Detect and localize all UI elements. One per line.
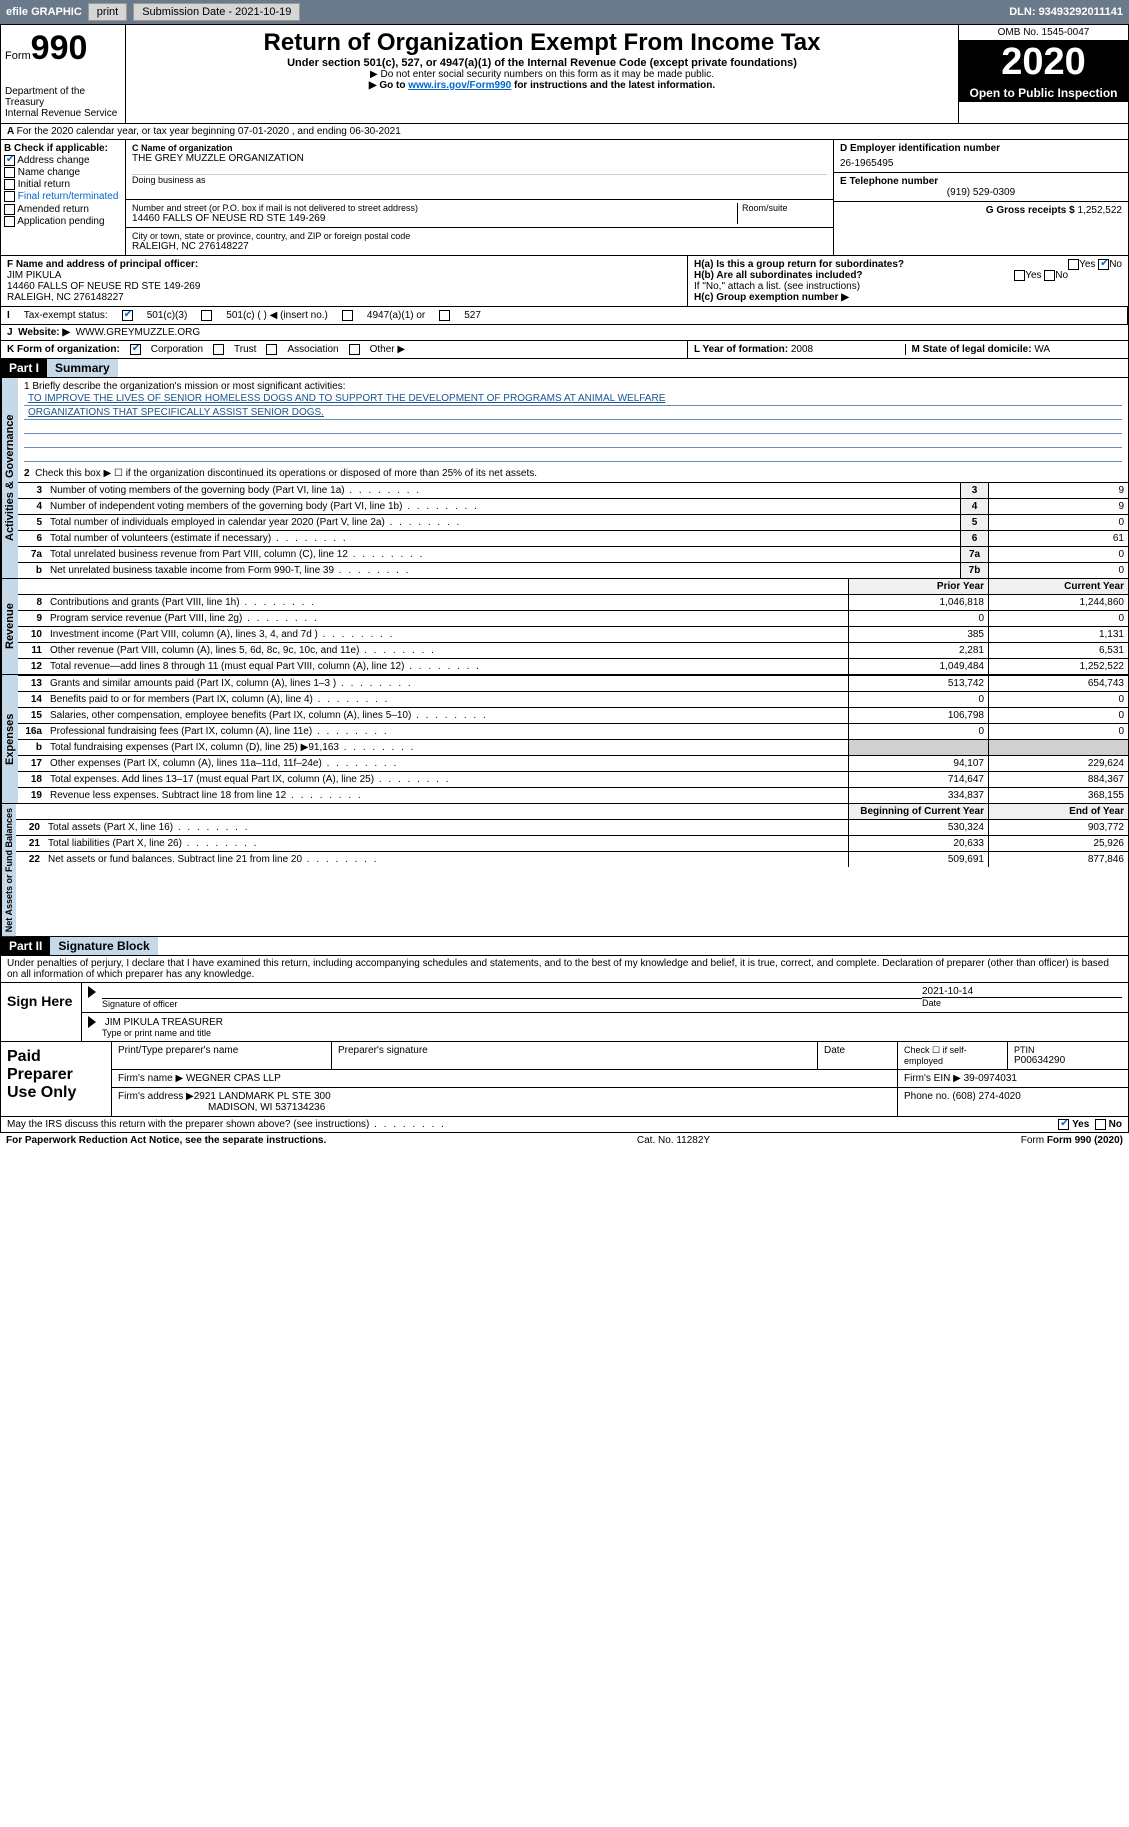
table-row: 13Grants and similar amounts paid (Part … [18,675,1128,691]
table-row: 12Total revenue—add lines 8 through 11 (… [18,658,1128,674]
form-title: Return of Organization Exempt From Incom… [130,29,954,57]
preparer-section: Paid Preparer Use Only Print/Type prepar… [0,1042,1129,1117]
name-change-check[interactable]: Name change [4,167,122,178]
discuss-row: May the IRS discuss this return with the… [0,1117,1129,1133]
form-org-row: K Form of organization: Corporation Trus… [0,341,1129,359]
instructions-link[interactable]: www.irs.gov/Form990 [408,80,511,91]
table-row: 3Number of voting members of the governi… [18,482,1128,498]
efile-label: efile GRAPHIC [6,6,82,18]
form-id-box: Form990 Department of the Treasury Inter… [1,25,126,123]
toolbar: efile GRAPHIC print Submission Date - 20… [0,0,1129,24]
penalty-text: Under penalties of perjury, I declare th… [0,956,1129,983]
table-row: 7aTotal unrelated business revenue from … [18,546,1128,562]
discuss-yes-check[interactable] [1058,1119,1069,1130]
table-row: 6Total number of volunteers (estimate if… [18,530,1128,546]
netassets-section: Net Assets or Fund Balances Beginning of… [0,804,1129,937]
page-footer: For Paperwork Reduction Act Notice, see … [0,1133,1129,1148]
pending-check[interactable]: Application pending [4,216,122,227]
arrow-icon [88,1016,96,1028]
address-cell: Number and street (or P.O. box if mail i… [126,200,833,228]
table-row: 17Other expenses (Part IX, column (A), l… [18,755,1128,771]
table-row: 4Number of independent voting members of… [18,498,1128,514]
governance-section: Activities & Governance 1 Briefly descri… [0,378,1129,579]
table-row: 21Total liabilities (Part X, line 26)20,… [16,835,1128,851]
arrow-icon [88,986,96,998]
dln-label: DLN: 93493292011141 [1009,6,1123,18]
501c-check[interactable] [201,310,212,321]
gross-cell: G Gross receipts $ 1,252,522 [834,202,1128,219]
mission-text: 1 Briefly describe the organization's mi… [18,378,1128,465]
table-row: 18Total expenses. Add lines 13–17 (must … [18,771,1128,787]
table-row: bTotal fundraising expenses (Part IX, co… [18,739,1128,755]
city-cell: City or town, state or province, country… [126,228,833,255]
table-row: 22Net assets or fund balances. Subtract … [16,851,1128,867]
part1-header: Part ISummary [0,359,1129,378]
sign-section: Sign Here Signature of officer 2021-10-1… [0,983,1129,1042]
check-applicable: B Check if applicable: Address change Na… [1,140,126,255]
form-header: Form990 Department of the Treasury Inter… [0,24,1129,124]
ein-cell: D Employer identification number 26-1965… [834,140,1128,173]
table-row: 11Other revenue (Part VIII, column (A), … [18,642,1128,658]
table-row: 15Salaries, other compensation, employee… [18,707,1128,723]
form-title-box: Return of Organization Exempt From Incom… [126,25,958,123]
table-row: 9Program service revenue (Part VIII, lin… [18,610,1128,626]
4947-check[interactable] [342,310,353,321]
table-row: 20Total assets (Part X, line 16)530,3249… [16,819,1128,835]
entity-grid: B Check if applicable: Address change Na… [0,140,1129,256]
discuss-no-check[interactable] [1095,1119,1106,1130]
corp-check[interactable] [130,344,141,355]
expenses-section: Expenses 13Grants and similar amounts pa… [0,675,1129,804]
501c3-check[interactable] [122,310,133,321]
revenue-section: Revenue Prior YearCurrent Year 8Contribu… [0,579,1129,675]
subdate-button[interactable]: Submission Date - 2021-10-19 [133,3,300,21]
addr-change-check[interactable]: Address change [4,155,122,166]
table-row: 8Contributions and grants (Part VIII, li… [18,594,1128,610]
tax-status-row: I Tax-exempt status: 501(c)(3) 501(c) ( … [0,307,1129,325]
table-row: bNet unrelated business taxable income f… [18,562,1128,578]
table-row: 5Total number of individuals employed in… [18,514,1128,530]
org-name-cell: C Name of organization THE GREY MUZZLE O… [126,140,833,200]
officer-cell: F Name and address of principal officer:… [1,256,688,306]
amended-check[interactable]: Amended return [4,204,122,215]
year-box: OMB No. 1545-0047 2020 Open to Public In… [958,25,1128,123]
print-button[interactable]: print [88,3,127,21]
officer-group-row: F Name and address of principal officer:… [0,256,1129,307]
527-check[interactable] [439,310,450,321]
final-return-check[interactable]: Final return/terminated [4,191,122,202]
table-row: 16aProfessional fundraising fees (Part I… [18,723,1128,739]
other-check[interactable] [349,344,360,355]
part2-header: Part IISignature Block [0,937,1129,956]
website-row: J Website: ▶ WWW.GREYMUZZLE.ORG [0,325,1129,341]
initial-return-check[interactable]: Initial return [4,179,122,190]
table-row: 19Revenue less expenses. Subtract line 1… [18,787,1128,803]
group-return-cell: H(a) Is this a group return for subordin… [688,256,1128,306]
table-row: 10Investment income (Part VIII, column (… [18,626,1128,642]
trust-check[interactable] [213,344,224,355]
period-row: A For the 2020 calendar year, or tax yea… [0,124,1129,140]
table-row: 14Benefits paid to or for members (Part … [18,691,1128,707]
phone-cell: E Telephone number (919) 529-0309 [834,173,1128,202]
assoc-check[interactable] [266,344,277,355]
